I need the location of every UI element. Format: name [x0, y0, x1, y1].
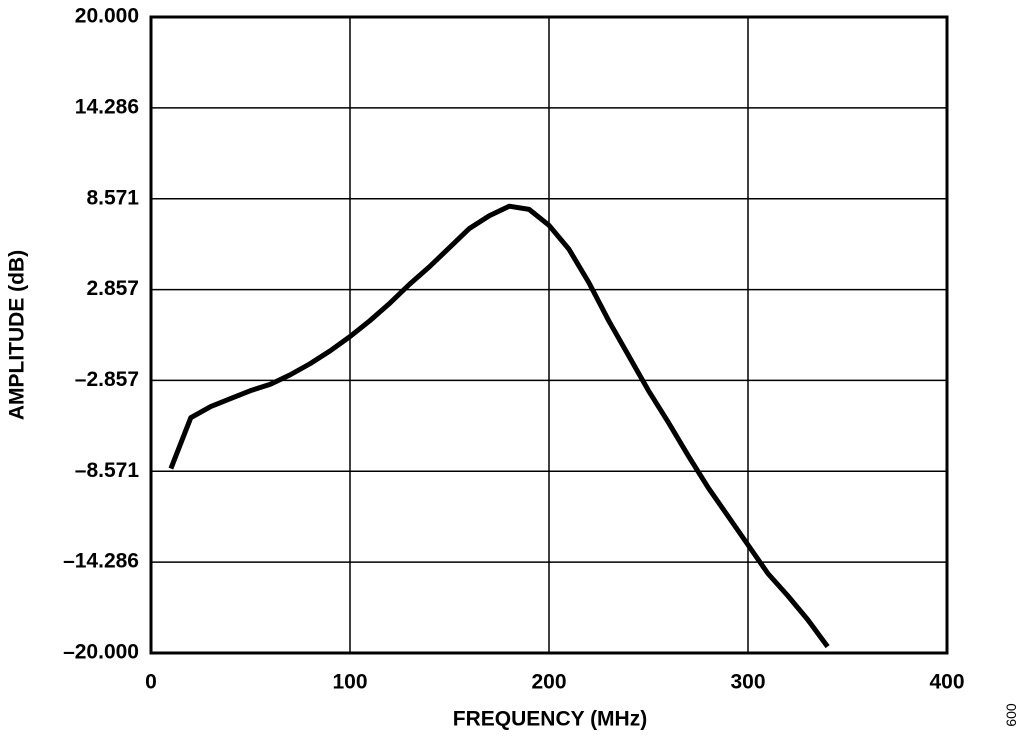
figure-id: 009 — [1003, 703, 1019, 727]
x-axis-label: FREQUENCY (MHz) — [453, 708, 647, 731]
x-tick-label: 400 — [929, 671, 964, 694]
y-tick-label: –20.000 — [63, 641, 139, 664]
plot-frame — [149, 15, 949, 655]
x-tick-label: 0 — [145, 671, 157, 694]
y-tick-label: 14.286 — [75, 95, 139, 118]
x-tick-label: 200 — [531, 671, 566, 694]
y-tick-label: 8.571 — [86, 186, 139, 209]
x-tick-label: 300 — [730, 671, 765, 694]
y-tick-label: –14.286 — [63, 550, 139, 573]
y-tick-label: 2.857 — [86, 277, 139, 300]
y-tick-label: 20.000 — [75, 5, 139, 28]
x-tick-label: 100 — [332, 671, 367, 694]
data-line — [168, 203, 830, 649]
y-tick-label: –2.857 — [75, 368, 139, 391]
y-tick-label: –8.571 — [75, 459, 140, 482]
y-axis-label: AMPLITUDE (dB) — [6, 250, 29, 420]
